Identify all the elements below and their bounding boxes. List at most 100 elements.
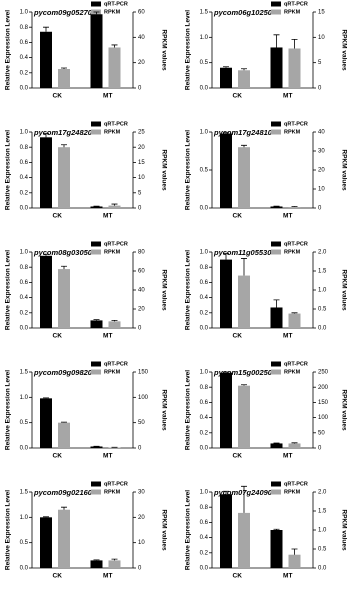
legend-swatch xyxy=(271,369,281,375)
bar xyxy=(220,259,232,328)
y2-tick-label: 2.0 xyxy=(318,250,327,256)
y2-tick-label: 250 xyxy=(318,370,329,376)
bar xyxy=(288,48,301,88)
panel-title: pycom17g24810 xyxy=(213,128,273,137)
error-bar xyxy=(273,34,280,48)
error-bar xyxy=(241,384,247,386)
legend-swatch xyxy=(91,129,101,135)
legend-label: qRT-PCR xyxy=(284,361,308,367)
legend-label: RPKM xyxy=(284,129,301,135)
y2-tick-label: 60 xyxy=(138,269,145,275)
legend-label: RPKM xyxy=(284,489,301,495)
bar xyxy=(238,385,250,448)
bar xyxy=(108,560,121,568)
x-tick-label: CK xyxy=(53,573,63,580)
bar xyxy=(270,47,283,88)
y2-tick-label: 1.0 xyxy=(318,528,327,534)
y2-tick-label: 50 xyxy=(318,430,325,436)
y2-axis-label: RPKM values xyxy=(340,269,347,311)
error-bar xyxy=(61,265,67,270)
x-tick-label: CK xyxy=(233,573,243,580)
bar xyxy=(90,560,103,568)
error-bar xyxy=(61,421,67,423)
legend-label: RPKM xyxy=(104,249,121,255)
bar xyxy=(220,133,232,208)
y-tick-label: 0.6 xyxy=(200,400,209,406)
error-bar xyxy=(241,144,247,148)
legend-label: qRT-PCR xyxy=(104,1,128,7)
bar xyxy=(270,307,283,328)
y2-axis-label: RPKM values xyxy=(340,149,347,191)
error-bar xyxy=(43,26,49,32)
y-tick-label: 1.0 xyxy=(200,35,209,41)
y-tick-label: 0.0 xyxy=(200,86,209,92)
y-axis-label: Relative Expression Level xyxy=(185,130,192,210)
legend-swatch xyxy=(271,129,281,135)
y-tick-label: 0.5 xyxy=(200,60,209,66)
y-tick-label: 0.0 xyxy=(20,446,29,452)
y-tick-label: 0.6 xyxy=(20,280,29,286)
y2-tick-label: 200 xyxy=(318,385,329,391)
x-tick-label: MT xyxy=(103,213,112,220)
y2-tick-label: 2.0 xyxy=(318,490,327,496)
legend-swatch xyxy=(91,369,101,375)
x-tick-label: MT xyxy=(283,453,292,460)
y2-tick-label: 5 xyxy=(138,190,142,196)
y-tick-label: 1.5 xyxy=(20,370,29,376)
legend-swatch xyxy=(271,1,281,7)
panel-title: pycom11g05530 xyxy=(213,248,272,257)
bar xyxy=(58,269,70,328)
y2-tick-label: 40 xyxy=(138,35,145,41)
y2-tick-label: 20 xyxy=(138,60,145,66)
y2-tick-label: 15 xyxy=(138,160,145,166)
x-tick-label: MT xyxy=(283,333,292,340)
bar xyxy=(270,443,283,448)
legend-label: RPKM xyxy=(284,9,301,15)
legend-label: RPKM xyxy=(284,249,301,255)
bar xyxy=(220,372,232,448)
y-tick-label: 0.0 xyxy=(200,446,209,452)
error-bar xyxy=(273,528,280,530)
error-bar xyxy=(111,44,118,48)
y2-tick-label: 0 xyxy=(138,566,142,572)
error-bar xyxy=(273,299,280,308)
legend-label: qRT-PCR xyxy=(104,361,128,367)
error-bar xyxy=(241,258,247,276)
x-tick-label: CK xyxy=(233,213,243,220)
bar xyxy=(40,31,52,88)
legend-swatch xyxy=(91,241,101,247)
bar xyxy=(40,398,52,448)
y2-tick-label: 150 xyxy=(138,370,149,376)
bar xyxy=(108,205,121,208)
y2-tick-label: 150 xyxy=(318,400,329,406)
bar xyxy=(58,509,70,568)
bar xyxy=(40,137,52,208)
y2-tick-label: 20 xyxy=(318,168,325,174)
y-tick-label: 0.6 xyxy=(200,520,209,526)
y2-axis-label: RPKM values xyxy=(160,509,167,551)
y2-tick-label: 1.5 xyxy=(318,509,327,515)
y-tick-label: 0.4 xyxy=(200,415,209,421)
y-tick-label: 0.5 xyxy=(20,420,29,426)
y-tick-label: 0.6 xyxy=(20,160,29,166)
error-bar xyxy=(61,506,67,510)
bar xyxy=(40,255,52,328)
y-tick-label: 0.4 xyxy=(20,295,29,301)
legend-label: qRT-PCR xyxy=(284,121,308,127)
y2-axis-label: RPKM values xyxy=(160,29,167,71)
y2-tick-label: 100 xyxy=(318,415,329,421)
error-bar xyxy=(43,516,49,518)
legend-label: qRT-PCR xyxy=(104,241,128,247)
x-tick-label: CK xyxy=(53,93,63,100)
y2-tick-label: 20 xyxy=(138,145,145,151)
y-tick-label: 1.0 xyxy=(20,515,29,521)
y-tick-label: 1.0 xyxy=(20,130,29,136)
y-tick-label: 0.8 xyxy=(200,385,209,391)
y2-tick-label: 0 xyxy=(138,206,142,212)
error-bar xyxy=(43,253,49,256)
error-bar xyxy=(111,320,118,322)
legend-swatch xyxy=(271,489,281,495)
y2-tick-label: 0 xyxy=(138,326,142,332)
bar xyxy=(238,275,250,328)
